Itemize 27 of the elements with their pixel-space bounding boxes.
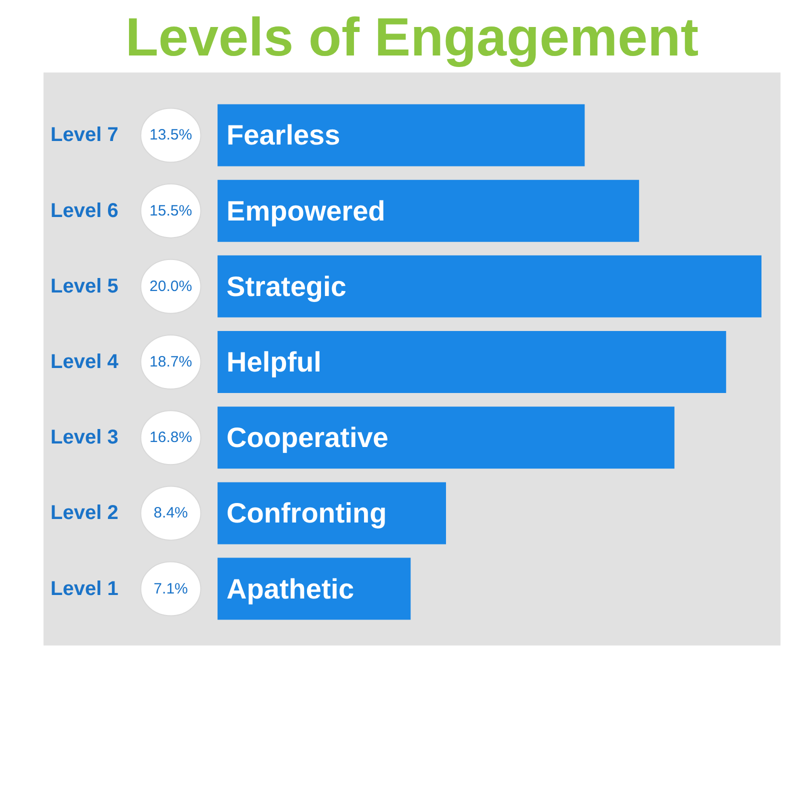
- y-tick-label: Level 5: [50, 275, 118, 298]
- data-label: 13.5%: [150, 126, 192, 144]
- bar: [218, 104, 585, 166]
- y-tick-label: Level 6: [50, 200, 118, 222]
- bar: [218, 180, 640, 242]
- annotation: Empowered: [226, 195, 386, 226]
- bar: [218, 255, 762, 318]
- y-tick-label: Level 2: [50, 502, 118, 524]
- data-label: 16.8%: [150, 429, 192, 446]
- bar: [218, 331, 726, 394]
- data-label: 20.0%: [150, 278, 192, 295]
- y-tick-label: Level 3: [50, 426, 118, 449]
- annotation: Apathetic: [226, 573, 354, 604]
- annotation: Fearless: [226, 120, 340, 151]
- data-label: 7.1%: [154, 580, 188, 598]
- data-label: 18.7%: [150, 354, 192, 371]
- data-label: 8.4%: [154, 504, 188, 522]
- annotation: Strategic: [226, 270, 346, 302]
- y-tick-label: Level 1: [50, 578, 118, 600]
- annotation: Helpful: [226, 346, 322, 378]
- y-tick-label: Level 4: [50, 351, 120, 374]
- annotation: Cooperative: [226, 422, 388, 454]
- annotation: Confronting: [226, 498, 387, 529]
- chart-title: Levels of Engagement: [125, 8, 699, 68]
- y-tick-label: Level 7: [50, 124, 118, 146]
- data-label: 15.5%: [150, 202, 192, 220]
- bar: [218, 406, 674, 469]
